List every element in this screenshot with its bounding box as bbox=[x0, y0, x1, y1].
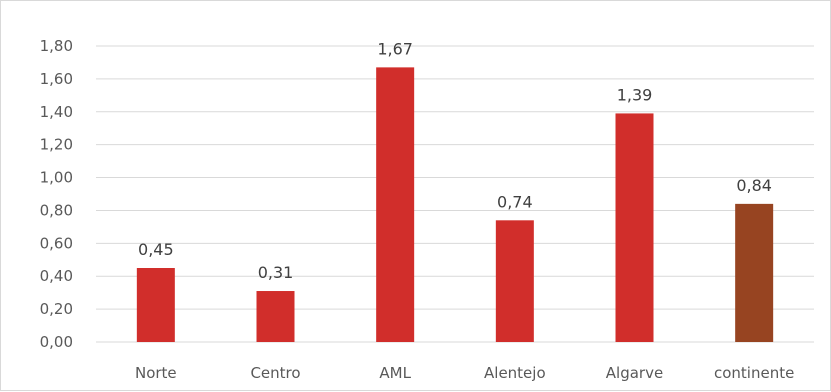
x-tick-label-algarve: Algarve bbox=[606, 364, 663, 382]
bar-aml bbox=[376, 67, 415, 342]
y-axis-ticks: 0,00 0,20 0,40 0,60 0,80 1,00 1,20 1,40 1,60 1,80 bbox=[40, 37, 73, 351]
bars bbox=[136, 67, 774, 342]
y-tick-label: 0,60 bbox=[40, 234, 73, 252]
data-label-alentejo: 0,74 bbox=[497, 192, 533, 211]
x-tick-label-continente: continente bbox=[714, 364, 794, 382]
data-label-aml: 1,67 bbox=[377, 39, 413, 58]
data-label-centro: 0,31 bbox=[258, 263, 294, 282]
y-tick-label: 0,00 bbox=[40, 333, 73, 351]
x-tick-label-aml: AML bbox=[379, 364, 411, 382]
bar-norte bbox=[136, 268, 175, 342]
y-tick-label: 0,80 bbox=[40, 201, 73, 219]
gridlines bbox=[96, 45, 814, 343]
y-tick-label: 0,40 bbox=[40, 267, 73, 285]
data-label-norte: 0,45 bbox=[138, 240, 174, 259]
x-tick-label-centro: Centro bbox=[250, 364, 300, 382]
data-label-continente: 0,84 bbox=[736, 176, 772, 195]
y-tick-label: 1,40 bbox=[40, 103, 73, 121]
x-axis-ticks: Norte Centro AML Alentejo Algarve continente bbox=[135, 364, 794, 382]
x-tick-label-norte: Norte bbox=[135, 364, 177, 382]
y-tick-label: 1,00 bbox=[40, 169, 73, 187]
data-labels: 0,45 0,31 1,67 0,74 1,39 0,84 bbox=[138, 39, 772, 282]
y-tick-label: 1,80 bbox=[40, 37, 73, 55]
y-tick-label: 0,20 bbox=[40, 300, 73, 318]
bar-algarve bbox=[615, 113, 654, 342]
bar-centro bbox=[256, 291, 295, 342]
y-tick-label: 1,20 bbox=[40, 136, 73, 154]
data-label-algarve: 1,39 bbox=[617, 85, 653, 104]
bar-continente bbox=[735, 203, 774, 342]
x-tick-label-alentejo: Alentejo bbox=[484, 364, 546, 382]
y-tick-label: 1,60 bbox=[40, 70, 73, 88]
bar-alentejo bbox=[495, 220, 534, 342]
